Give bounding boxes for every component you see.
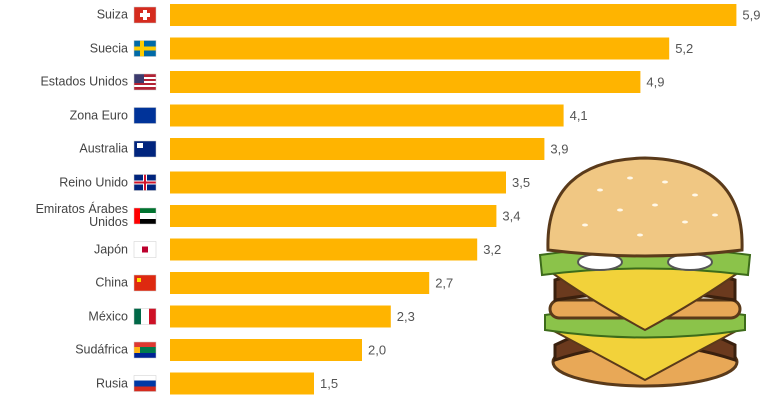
flag-icon <box>133 107 157 124</box>
flag-part <box>134 353 156 358</box>
value-label: 3,5 <box>512 175 530 190</box>
flag-part <box>134 342 156 347</box>
value-label: 3,9 <box>550 141 568 156</box>
value-label: 1,5 <box>320 376 338 391</box>
category-label: Zona Euro <box>69 108 128 122</box>
bar <box>170 4 737 26</box>
category-label: Australia <box>79 141 128 156</box>
bar <box>170 372 314 395</box>
flag-part <box>134 107 156 124</box>
flag-icon <box>133 308 157 325</box>
flag-part <box>134 208 156 213</box>
value-label: 2,7 <box>435 275 453 290</box>
value-label: 3,2 <box>483 242 501 257</box>
bar <box>170 138 545 160</box>
flag-part <box>134 81 156 83</box>
bar <box>170 339 362 361</box>
flag-border <box>133 241 157 258</box>
flag-part <box>140 13 150 17</box>
flag-part <box>134 347 140 353</box>
category-label: Suiza <box>96 7 128 22</box>
flag-border <box>133 207 157 225</box>
flag-border <box>133 40 157 57</box>
flag-part <box>134 46 156 51</box>
flag-border <box>133 107 157 124</box>
value-label: 2,3 <box>397 309 415 324</box>
flag-part <box>134 275 156 291</box>
bar <box>170 205 497 227</box>
flag-border <box>133 140 157 158</box>
flag-border <box>133 174 157 191</box>
flag-icon <box>133 274 157 292</box>
value-label: 2,0 <box>368 342 386 357</box>
category-label: Sudáfrica <box>75 342 128 357</box>
flag-border <box>133 341 157 359</box>
value-label: 5,9 <box>742 7 760 22</box>
flag-icon <box>133 6 157 24</box>
flag-part <box>134 85 156 87</box>
flag-border <box>133 375 157 392</box>
bar <box>170 171 506 194</box>
category-label: China <box>95 275 128 290</box>
bar <box>170 71 641 93</box>
flag-part <box>149 308 156 325</box>
bar <box>170 272 430 294</box>
category-label: Japón <box>93 242 128 256</box>
bar <box>170 305 391 328</box>
flag-border <box>133 274 157 292</box>
flag-part <box>137 278 141 282</box>
flag-icon <box>133 40 157 57</box>
bar <box>170 104 564 127</box>
flag-part <box>134 74 144 83</box>
flag-part <box>141 308 149 325</box>
flag-border <box>133 308 157 325</box>
category-label: México <box>88 309 128 323</box>
flag-icon <box>133 375 157 392</box>
flag-border <box>133 6 157 24</box>
category-label: Suecia <box>89 41 128 55</box>
flag-icon <box>133 174 157 191</box>
category-label: Estados Unidos <box>40 74 128 89</box>
flag-icon <box>133 73 157 91</box>
bar <box>170 238 478 261</box>
flag-icon <box>133 341 157 359</box>
value-label: 4,1 <box>570 108 588 123</box>
flag-part <box>134 219 156 224</box>
flag-icon <box>133 140 157 158</box>
value-label: 3,4 <box>502 208 520 223</box>
category-label: Reino Unido <box>59 175 128 189</box>
flag-part <box>134 380 156 387</box>
flag-part <box>142 246 148 253</box>
bar <box>170 37 670 60</box>
flag-icon <box>133 241 157 258</box>
category-label: Emiratos Árabes Unidos <box>35 202 128 229</box>
flag-part <box>137 143 143 148</box>
flag-part <box>134 386 156 392</box>
burger-illustration <box>538 156 752 388</box>
flag-icon <box>133 207 157 225</box>
category-label: Rusia <box>96 376 128 390</box>
value-label: 5,2 <box>675 41 693 56</box>
flag-part <box>134 77 156 79</box>
value-label: 4,9 <box>646 74 664 89</box>
flag-part <box>134 208 140 224</box>
flag-part <box>134 308 141 325</box>
flag-border <box>133 73 157 91</box>
flag-part <box>144 174 146 191</box>
